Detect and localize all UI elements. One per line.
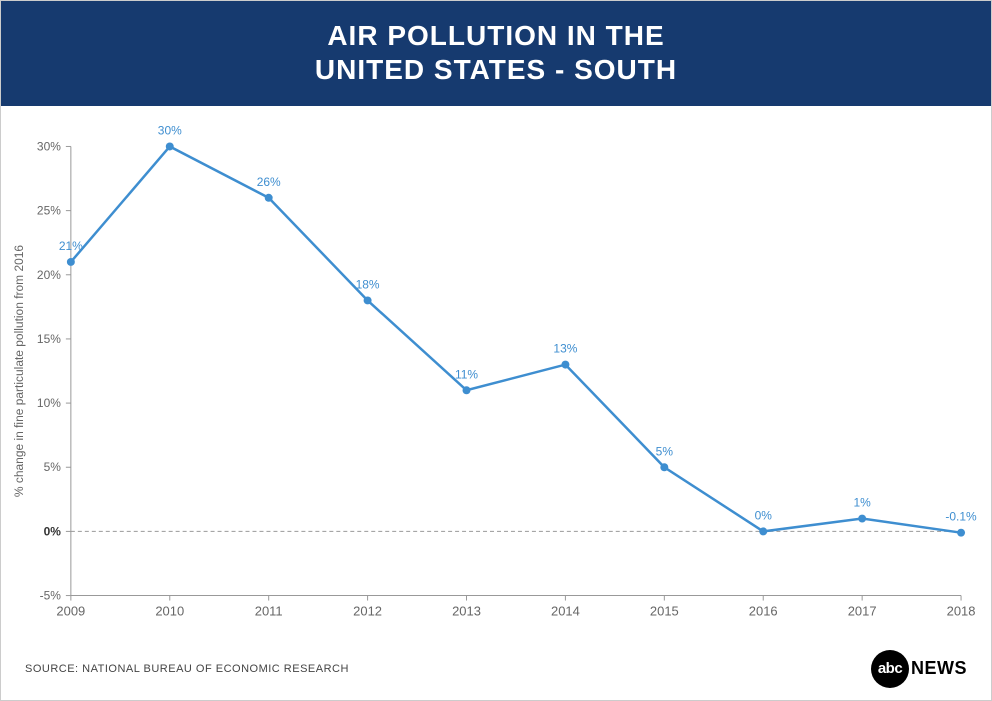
x-tick-label: 2017 xyxy=(848,604,877,619)
data-label: 11% xyxy=(455,367,478,381)
x-tick-label: 2015 xyxy=(650,604,679,619)
data-label: 30% xyxy=(158,124,182,138)
abc-logo-circle: abc xyxy=(871,650,909,688)
chart-footer: SOURCE: NATIONAL BUREAU OF ECONOMIC RESE… xyxy=(1,645,991,700)
data-point xyxy=(265,194,273,202)
data-point xyxy=(364,297,372,305)
y-tick-label: 5% xyxy=(44,460,62,474)
data-label: -0.1% xyxy=(945,510,977,524)
x-tick-label: 2011 xyxy=(255,604,283,619)
x-tick-label: 2014 xyxy=(551,604,580,619)
data-point xyxy=(858,515,866,523)
line-chart-svg: -5% 0% 5% 10% 15% 20% 25% 30% 2009 2010 2011 2012 20… xyxy=(1,106,991,646)
y-tick-label: 0% xyxy=(44,525,62,539)
data-label: 0% xyxy=(755,509,773,523)
title-line2: UNITED STATES - SOUTH xyxy=(315,54,677,85)
data-label: 5% xyxy=(656,444,674,458)
data-point xyxy=(957,529,965,537)
title-line1: AIR POLLUTION IN THE xyxy=(327,20,664,51)
y-tick-label: -5% xyxy=(40,589,62,603)
y-tick-label: 10% xyxy=(37,396,61,410)
y-tick-label: 20% xyxy=(37,268,61,282)
chart-title: AIR POLLUTION IN THE UNITED STATES - SOU… xyxy=(1,19,991,86)
source-text: SOURCE: NATIONAL BUREAU OF ECONOMIC RESE… xyxy=(25,663,349,675)
x-tick-label: 2016 xyxy=(749,604,778,619)
y-tick-label: 30% xyxy=(37,140,61,154)
data-point xyxy=(759,528,767,536)
x-tick-label: 2018 xyxy=(947,604,976,619)
data-line xyxy=(71,147,961,533)
data-point xyxy=(463,386,471,394)
news-logo-text: NEWS xyxy=(911,658,967,679)
data-label: 26% xyxy=(257,175,281,189)
x-tick-label: 2010 xyxy=(155,604,184,619)
data-label: 13% xyxy=(553,342,577,356)
data-point xyxy=(166,143,174,151)
data-label: 21% xyxy=(59,239,83,253)
data-label: 18% xyxy=(356,278,380,292)
y-tick-label: 15% xyxy=(37,332,61,346)
data-point xyxy=(561,361,569,369)
chart-area: -5% 0% 5% 10% 15% 20% 25% 30% 2009 2010 2011 2012 20… xyxy=(1,106,991,646)
data-label: 1% xyxy=(853,496,871,510)
data-point xyxy=(67,258,75,266)
data-point xyxy=(660,463,668,471)
x-tick-label: 2012 xyxy=(353,604,382,619)
x-tick-label: 2013 xyxy=(452,604,481,619)
chart-header: AIR POLLUTION IN THE UNITED STATES - SOU… xyxy=(1,1,991,106)
abc-news-logo: abc NEWS xyxy=(871,650,967,688)
x-tick-label: 2009 xyxy=(56,604,85,619)
y-axis-title: % change in fine particulate pollution f… xyxy=(12,245,26,498)
y-tick-label: 25% xyxy=(37,204,61,218)
